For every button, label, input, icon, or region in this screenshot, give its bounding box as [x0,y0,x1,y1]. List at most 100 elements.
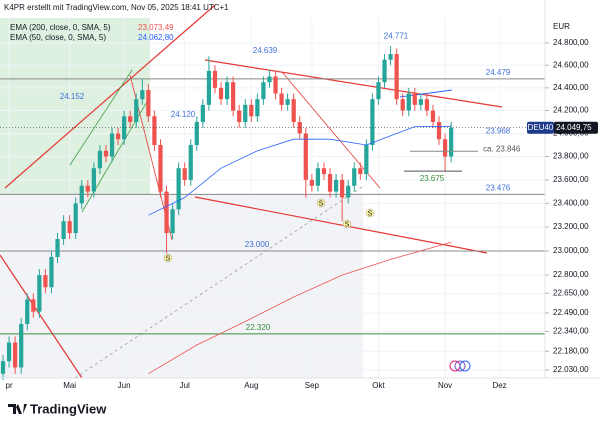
x-tick-label: Jun [118,381,131,390]
y-tick-label: 23.800,00 [553,152,589,161]
signal-label: S [368,210,373,217]
header: K4PR erstellt mit TradingView.com, Nov 0… [4,3,229,12]
ema-line [148,125,452,216]
y-tick-label: 23.600,00 [553,175,589,184]
zone-grey [0,195,363,378]
legend-name: EMA (200, close, 0, SMA, 5) [10,23,111,32]
candle-body [243,104,248,122]
candle-body [43,275,48,288]
grid [0,18,545,378]
annotation: 24.771 [384,31,409,40]
candle-body [394,54,399,100]
icon [459,360,471,372]
candle-body [279,93,284,105]
candle-body [376,82,381,100]
candle-body [370,99,375,146]
level-label: 23.000 [245,240,270,249]
annotation: 24.639 [253,46,278,55]
logo-icon [8,404,27,414]
x-tick-label: Dez [492,381,506,390]
candle-body [255,99,260,117]
candle-body [340,179,345,198]
x-tick-label: Sep [305,381,320,390]
candle-body [73,203,78,234]
trendline [69,69,133,166]
signal-label: S [345,221,350,228]
legend-name: EMA (50, close, 0, SMA, 5) [10,33,106,42]
candle-body [25,299,30,324]
candle-body [346,185,351,198]
plot [0,46,545,381]
candle-body [194,121,199,146]
candle-body [206,70,212,105]
currency: EUR [553,22,570,31]
x-tick-label: Aug [244,381,258,390]
candle-body [442,139,448,157]
x-tick-label: Okt [372,381,385,390]
candle-body [291,99,296,122]
price-box [554,121,598,134]
symbol-box [527,121,554,134]
y-tick-label: 23.400,00 [553,198,589,207]
trendline [194,196,488,254]
candle-body [400,99,405,111]
annotation: 24.152 [60,92,85,101]
candle-body [188,145,193,180]
candle-body [103,150,109,157]
candle-body [152,116,157,146]
candle-body [436,121,442,140]
candle-body [430,110,436,122]
trendline [0,254,83,379]
level-label: 24.479 [486,68,511,77]
candle-body [418,99,423,105]
logo: TradingView [8,401,107,416]
candle-body [333,179,339,192]
icons [449,360,471,372]
candle-body [315,168,321,186]
candle-body [164,191,169,234]
candle-body [31,299,36,312]
candle-body [109,133,115,157]
candle-body [182,168,187,180]
legend-value: 23.073,49 [138,23,174,32]
signal-marker [316,198,326,208]
candle-body [364,145,369,175]
level-label: 23.476 [486,184,511,193]
candle-body [358,168,363,175]
candle-body [224,82,230,100]
candle-body [388,54,393,60]
candle-body [6,342,12,362]
candle-body [218,87,224,100]
candle-body [37,275,42,312]
candle-body [67,221,72,234]
y-tick-label: 22.490,00 [553,308,589,317]
candle-body [424,99,430,111]
candle-body [176,168,181,210]
x-tick-label: Jul [180,381,190,390]
y-tick-label: 24.600,00 [553,60,589,69]
candle-body [321,168,327,175]
signal-marker [163,253,173,263]
ema-line [148,241,452,375]
candle-body [134,99,139,122]
price-label: 24.049,75 [556,123,592,132]
y-tick-label: 22.800,00 [553,270,589,279]
candle-body [285,99,290,105]
signal-marker [365,208,375,218]
signal-marker [342,219,352,229]
candle-body [200,104,205,122]
x-tick-label: Mai [63,381,76,390]
candle-body [412,93,417,105]
candle-body [146,90,151,117]
candle-body [91,168,96,192]
candle-body [327,174,333,192]
symbol-label: DEU40 [528,123,554,132]
trendline [204,59,503,108]
zone-green [0,18,150,195]
candle-body [0,361,6,374]
legend-value: 24.062,80 [138,33,174,42]
annotation: 23.968 [486,126,511,135]
candle-body [158,145,163,192]
y-tick-label: 22.030,00 [553,365,589,374]
x-tick-label: pr [6,381,13,390]
